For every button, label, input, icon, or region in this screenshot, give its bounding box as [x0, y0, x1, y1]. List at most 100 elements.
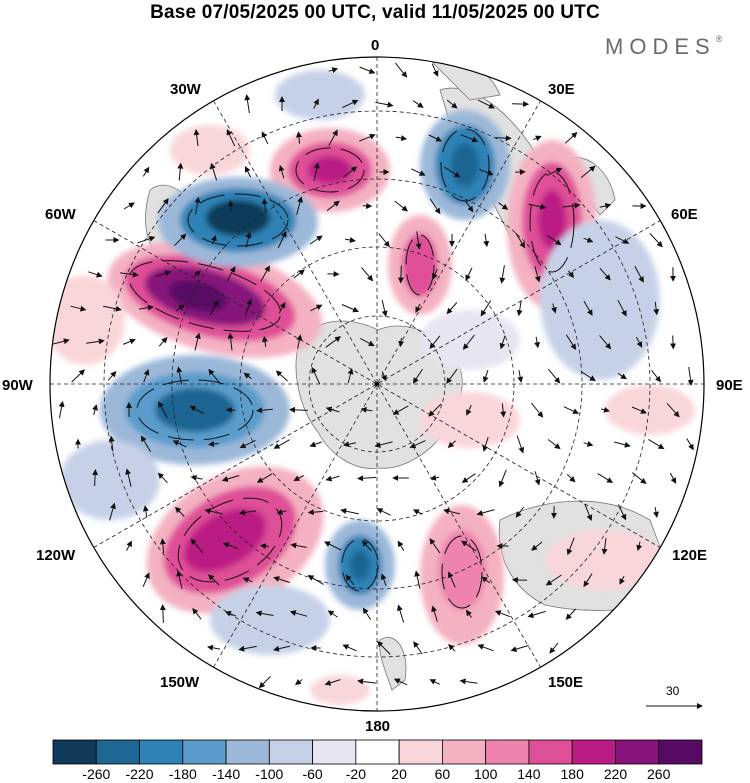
wind-arrow: [531, 402, 544, 418]
colorbar-tick-label: 20: [391, 766, 407, 782]
wind-arrow: [259, 543, 270, 550]
wind-arrow: [392, 405, 409, 415]
wind-arrow: [125, 468, 132, 487]
reference-vector-label: 30: [666, 684, 680, 698]
wind-arrow: [393, 678, 408, 686]
wind-arrow: [327, 271, 340, 278]
positive-anomaly: [168, 280, 228, 312]
wind-arrow: [53, 338, 70, 345]
wind-arrow: [313, 162, 320, 181]
wind-arrow: [293, 475, 304, 481]
wind-arrow: [122, 338, 136, 345]
wind-arrow: [517, 370, 524, 383]
wind-arrow: [597, 473, 614, 483]
wind-arrow: [342, 644, 357, 652]
wind-arrow: [278, 302, 286, 314]
wind-arrow: [244, 94, 251, 113]
positive-anomaly: [183, 508, 267, 572]
wind-arrow: [494, 610, 511, 618]
colorbar-swatch: [95, 739, 140, 765]
wind-arrow: [86, 338, 105, 345]
wind-arrow: [361, 540, 372, 552]
wind-arrow: [224, 611, 237, 617]
wind-arrow: [158, 401, 168, 419]
wind-arrow: [669, 472, 677, 484]
wind-arrow: [256, 473, 273, 483]
wind-arrow: [583, 237, 594, 243]
wind-arrow: [531, 541, 543, 551]
wind-arrow: [227, 332, 234, 351]
circulation-loops: [128, 128, 575, 609]
wind-arrow: [92, 404, 98, 416]
wind-arrow: [120, 271, 139, 278]
wind-arrow: [430, 474, 440, 481]
meridian-line: [93, 220, 661, 548]
wind-arrow: [273, 576, 290, 583]
colorbar-swatch: [615, 739, 660, 765]
circulation-loop: [405, 234, 435, 296]
wind-arrow: [88, 271, 103, 278]
lon-label-150w: 150W: [160, 674, 200, 691]
wind-arrow: [193, 270, 201, 278]
wind-arrow: [177, 162, 184, 181]
wind-arrow: [261, 131, 269, 145]
wind-arrow: [226, 128, 236, 147]
colorbar-swatch: [441, 739, 487, 765]
wind-arrow: [309, 235, 323, 245]
wind-arrow: [545, 574, 562, 586]
wind-arrow: [256, 407, 273, 414]
colorbar-tick-label: -60: [302, 766, 323, 782]
wind-arrow: [460, 134, 479, 143]
map-title: Base 07/05/2025 00 UTC, valid 11/05/2025…: [150, 2, 600, 23]
wind-arrow: [499, 335, 506, 350]
wind-arrow: [158, 337, 168, 347]
lon-label-90w: 90W: [2, 377, 33, 394]
wind-arrow: [345, 237, 356, 243]
wind-arrow: [413, 509, 423, 515]
positive-anomaly: [402, 233, 438, 297]
wind-arrow: [498, 469, 507, 488]
lon-label-120w: 120W: [36, 547, 76, 564]
wind-arrow: [194, 332, 201, 351]
wind-arrow: [397, 540, 405, 551]
colorbar-tick-label: -260: [82, 766, 111, 782]
wind-arrow: [245, 231, 252, 248]
wind-arrow: [534, 336, 541, 349]
wind-arrow: [614, 441, 631, 448]
wind-arrow: [615, 236, 630, 244]
wind-arrow: [566, 473, 576, 483]
negative-anomaly: [540, 220, 660, 380]
negative-anomaly: [350, 550, 370, 580]
wind-arrow: [155, 270, 172, 277]
wind-arrow: [375, 101, 394, 108]
wind-arrow: [549, 642, 559, 654]
wind-arrow: [563, 406, 580, 414]
wind-arrow: [447, 571, 456, 588]
wind-arrow: [140, 435, 152, 452]
colorbar-swatch: [355, 739, 400, 765]
wind-arrow: [360, 406, 373, 413]
wind-arrow: [123, 202, 135, 210]
wind-arrow: [326, 200, 340, 212]
wind-arrow: [378, 233, 390, 248]
negative-anomaly: [155, 388, 235, 432]
wind-arrow: [477, 99, 495, 109]
lon-label-30w: 30W: [170, 81, 201, 98]
wind-arrow: [500, 403, 507, 418]
lon-label-0: 0: [371, 37, 380, 54]
wind-arrow: [359, 66, 376, 74]
wind-arrow: [208, 574, 220, 586]
circulation-loop: [341, 538, 379, 592]
negative-anomaly: [600, 610, 680, 670]
wind-arrow: [580, 371, 596, 382]
wind-arrow: [446, 302, 458, 315]
wind-arrow: [296, 196, 303, 215]
wind-arrow: [307, 509, 324, 516]
colorbar-swatch: [398, 739, 443, 765]
wind-arrow: [175, 304, 185, 312]
colorbar-tick-label: -140: [212, 766, 241, 782]
wind-arrow: [71, 369, 86, 383]
wind-arrow: [142, 572, 150, 587]
wind-arrow: [431, 63, 439, 77]
wind-arrow: [515, 506, 525, 518]
